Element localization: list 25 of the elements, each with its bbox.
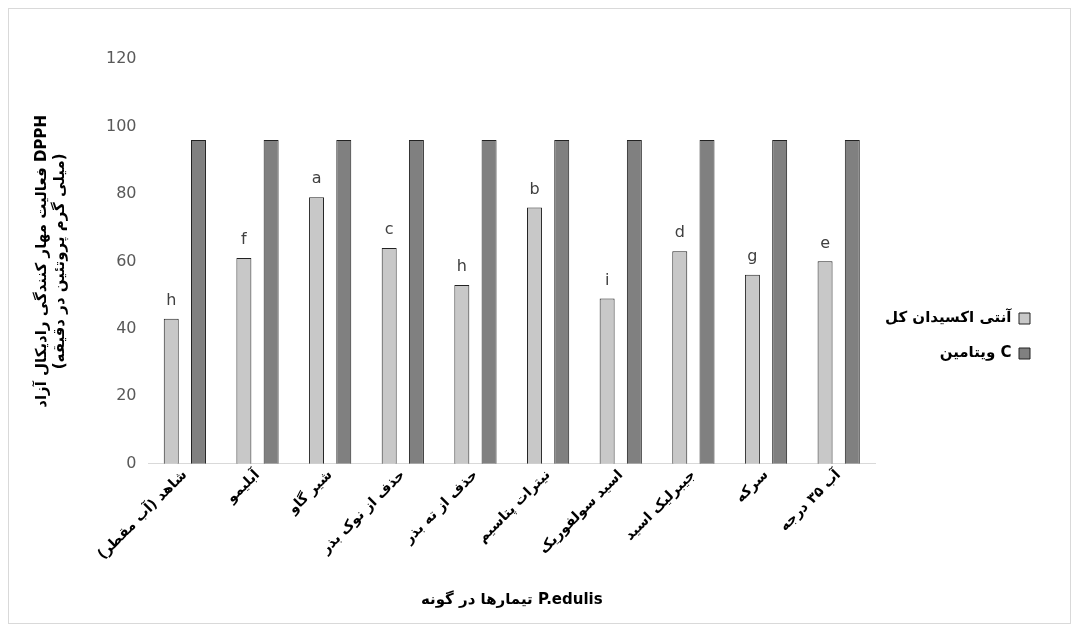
annotation: d (674, 222, 685, 242)
y-tick-label: 80 (116, 183, 137, 203)
x-tick-label: سرکه (731, 466, 772, 506)
y-tick-label: 60 (116, 250, 137, 270)
y-tick-label: 20 (116, 385, 137, 405)
y-tick-label: 120 (105, 48, 137, 68)
annotation: e (820, 232, 830, 252)
annotation: f (241, 229, 248, 249)
annotation: a (311, 168, 322, 188)
annotation: g (747, 246, 758, 266)
y-tick-label: 100 (105, 115, 137, 135)
x-tick-label: آبلیمو (221, 464, 264, 507)
annotation: c (384, 219, 394, 239)
x-tick-label: آب ۳۵ درجه (775, 464, 845, 534)
y-tick-label: 0 (126, 452, 137, 472)
y-tick-label: 40 (116, 317, 137, 337)
annotation: h (456, 256, 467, 276)
annotation: h (166, 289, 177, 309)
annotation: b (529, 178, 540, 198)
x-tick-label: شیر گاو (283, 466, 336, 518)
legend-label: ویتامین C (939, 343, 1012, 362)
annotation: i (604, 269, 610, 289)
legend-label: آنتی اکسیدان کل (885, 308, 1013, 327)
y-axis-title: فعالیت مهار کنندگی رادیکال آزاد DPPH (میلی گرم پروتئین در دقیقه) (31, 115, 69, 408)
x-axis-title: تیمارها در گونه P.edulis (420, 589, 603, 608)
